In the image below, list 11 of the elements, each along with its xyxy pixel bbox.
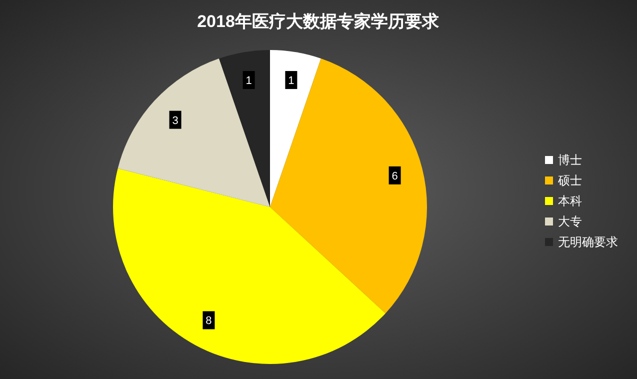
legend-label: 无明确要求 [558,235,618,249]
legend-label: 硕士 [557,174,582,188]
data-label: 1 [288,75,294,88]
legend-label: 博士 [558,153,582,167]
chart-title: 2018年医疗大数据专家学历要求 [197,12,440,31]
data-label: 1 [246,75,252,88]
data-label: 6 [392,170,398,182]
legend-label: 大专 [558,214,582,228]
data-label: 8 [206,315,212,328]
legend-label: 本科 [558,194,582,208]
data-label: 3 [172,114,178,127]
